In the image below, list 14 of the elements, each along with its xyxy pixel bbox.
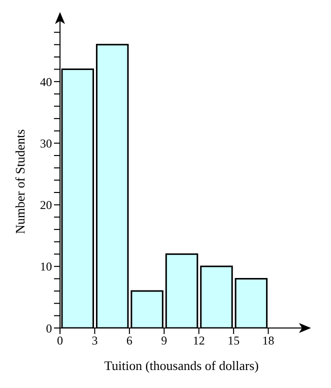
y-tick-label: 10 (40, 260, 52, 274)
x-tick-label: 15 (228, 334, 240, 348)
x-tick-label: 6 (126, 334, 132, 348)
x-axis-title: Tuition (thousands of dollars) (104, 358, 259, 373)
y-tick-label: 40 (40, 74, 52, 89)
x-tick-label: 18 (262, 334, 274, 348)
y-tick-label: 0 (46, 321, 52, 336)
x-tick-label: 12 (192, 334, 205, 348)
x-tick-label: 9 (161, 334, 168, 348)
y-tick-label: 30 (40, 136, 52, 150)
y-tick-label: 20 (40, 198, 52, 212)
y-axis-title: Number of Students (12, 129, 28, 234)
x-tick-label: 0 (57, 334, 63, 348)
x-tick-label: 3 (92, 334, 98, 348)
